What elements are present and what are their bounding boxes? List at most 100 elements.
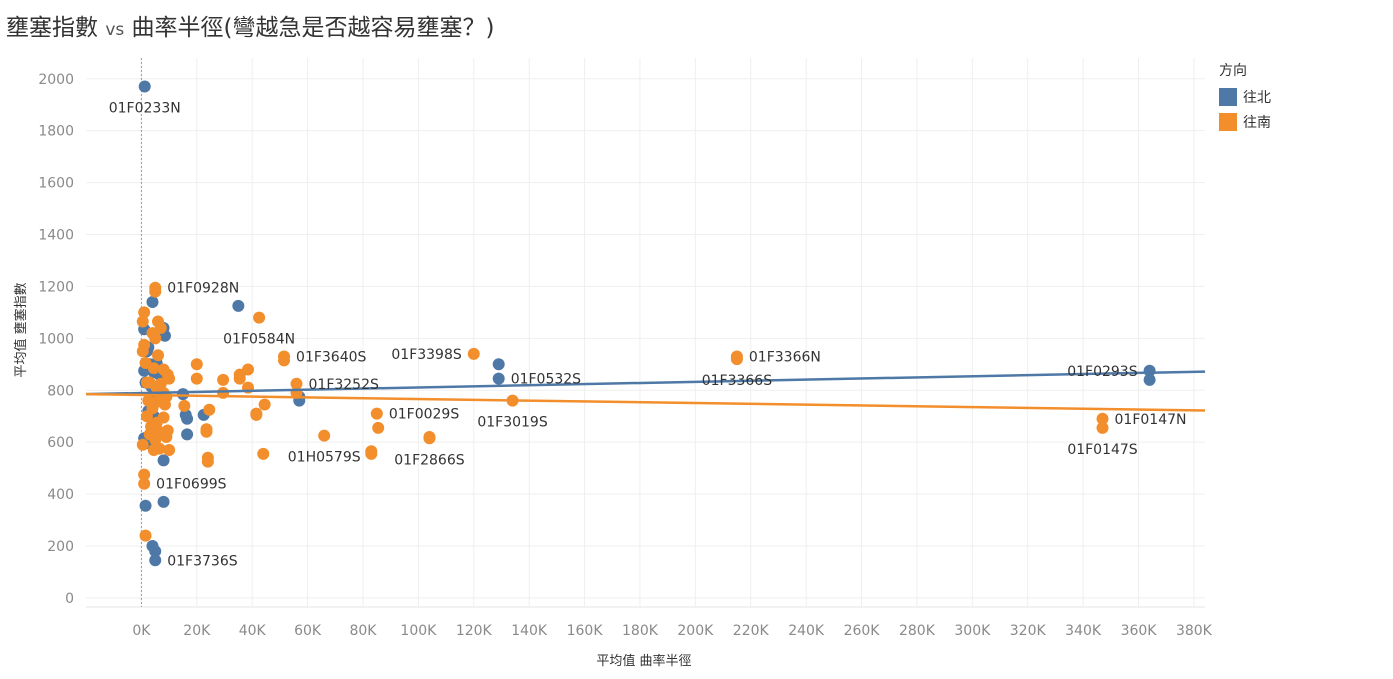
data-point-south xyxy=(159,399,171,411)
data-point-south xyxy=(202,456,214,468)
legend: 方向 往北 往南 xyxy=(1219,60,1271,134)
data-point-north xyxy=(149,554,161,566)
data-point-south xyxy=(365,448,377,460)
x-tick-label: 20K xyxy=(183,623,211,639)
data-point-south xyxy=(152,349,164,361)
data-point-north xyxy=(140,500,152,512)
legend-title: 方向 xyxy=(1219,60,1271,80)
data-point-south xyxy=(149,286,161,298)
data-point-north xyxy=(181,413,193,425)
legend-swatch-south xyxy=(1219,113,1237,131)
data-point-south xyxy=(149,332,161,344)
x-tick-label: 320K xyxy=(1010,623,1047,639)
data-point-south xyxy=(138,478,150,490)
point-label: 01F0147N xyxy=(1115,412,1187,428)
data-point-south xyxy=(137,345,149,357)
data-points xyxy=(137,81,1156,567)
legend-label-south: 往南 xyxy=(1243,112,1271,132)
point-label: 01F2866S xyxy=(394,452,464,468)
x-tick-label: 80K xyxy=(349,623,377,639)
data-point-south xyxy=(468,348,480,360)
y-tick-label: 200 xyxy=(47,539,74,555)
point-label: 01F3736S xyxy=(167,553,237,569)
data-point-south xyxy=(191,358,203,370)
data-point-south xyxy=(178,400,190,412)
point-label: 01F0928N xyxy=(167,281,239,297)
x-tick-label: 100K xyxy=(400,623,437,639)
x-tick-label: 200K xyxy=(677,623,714,639)
data-point-south xyxy=(731,353,743,365)
point-label: 01F0233N xyxy=(109,101,181,117)
y-tick-label: 1600 xyxy=(38,176,74,192)
data-point-south xyxy=(148,444,160,456)
trend-line-south xyxy=(86,394,1205,410)
x-tick-label: 360K xyxy=(1121,623,1158,639)
data-point-south xyxy=(217,374,229,386)
data-point-north xyxy=(232,300,244,312)
point-label: 01F3366N xyxy=(749,350,821,366)
data-point-south xyxy=(140,530,152,542)
data-point-south xyxy=(137,439,149,451)
data-point-south xyxy=(200,423,212,435)
point-label: 01F3366S xyxy=(702,373,772,389)
x-tick-label: 40K xyxy=(239,623,267,639)
data-point-south xyxy=(160,431,172,443)
data-point-south xyxy=(1097,422,1109,434)
x-tick-label: 0K xyxy=(132,623,151,639)
y-tick-label: 1800 xyxy=(38,124,74,140)
x-tick-label: 300K xyxy=(954,623,991,639)
point-label: 01F0584N xyxy=(223,332,295,348)
x-tick-label: 140K xyxy=(511,623,548,639)
point-label: 01F3019S xyxy=(477,415,547,431)
data-point-south xyxy=(259,399,271,411)
data-point-south xyxy=(242,363,254,375)
data-point-north xyxy=(1144,374,1156,386)
point-label: 01F0532S xyxy=(511,372,581,388)
data-point-south xyxy=(318,430,330,442)
data-point-south xyxy=(278,354,290,366)
legend-item-south[interactable]: 往南 xyxy=(1219,109,1271,134)
x-tick-label: 220K xyxy=(733,623,770,639)
x-tick-label: 180K xyxy=(622,623,659,639)
point-label: 01F0699S xyxy=(156,477,226,493)
data-point-south xyxy=(372,422,384,434)
data-point-south xyxy=(250,409,262,421)
point-label: 01F0029S xyxy=(389,407,459,423)
point-label: 01F0293S xyxy=(1067,364,1137,380)
x-tick-label: 380K xyxy=(1176,623,1213,639)
legend-item-north[interactable]: 往北 xyxy=(1219,84,1271,109)
data-point-south xyxy=(191,373,203,385)
data-point-north xyxy=(146,296,158,308)
trend-line-north xyxy=(86,372,1205,395)
data-point-north xyxy=(493,358,505,370)
y-axis-title: 平均值 壅塞指數 xyxy=(13,282,29,377)
legend-label-north: 往北 xyxy=(1243,87,1271,107)
y-tick-label: 1200 xyxy=(38,279,74,295)
data-point-north xyxy=(493,373,505,385)
x-tick-label: 160K xyxy=(567,623,604,639)
data-point-south xyxy=(137,315,149,327)
trend-lines xyxy=(86,372,1205,411)
x-tick-label: 60K xyxy=(294,623,322,639)
y-tick-label: 0 xyxy=(65,591,74,607)
y-tick-label: 1000 xyxy=(38,331,74,347)
x-tick-label: 240K xyxy=(788,623,825,639)
x-axis-title: 平均值 曲率半徑 xyxy=(596,653,691,669)
y-tick-label: 1400 xyxy=(38,228,74,244)
y-tick-label: 400 xyxy=(47,487,74,503)
data-point-north xyxy=(158,496,170,508)
data-point-south xyxy=(257,448,269,460)
point-label: 01F0147S xyxy=(1067,442,1137,458)
data-point-south xyxy=(423,432,435,444)
data-point-north xyxy=(177,388,189,400)
point-label: 01F3640S xyxy=(296,350,366,366)
x-axis-ticks: 0K 20K 40K 60K 80K 100K 120K 140K 160K 180K 200K 22… xyxy=(132,623,1212,639)
y-tick-label: 2000 xyxy=(38,72,74,88)
data-point-north xyxy=(181,428,193,440)
data-point-north xyxy=(158,454,170,466)
data-point-south xyxy=(371,408,383,420)
data-point-south xyxy=(163,444,175,456)
point-label: 01F3398S xyxy=(391,347,461,363)
